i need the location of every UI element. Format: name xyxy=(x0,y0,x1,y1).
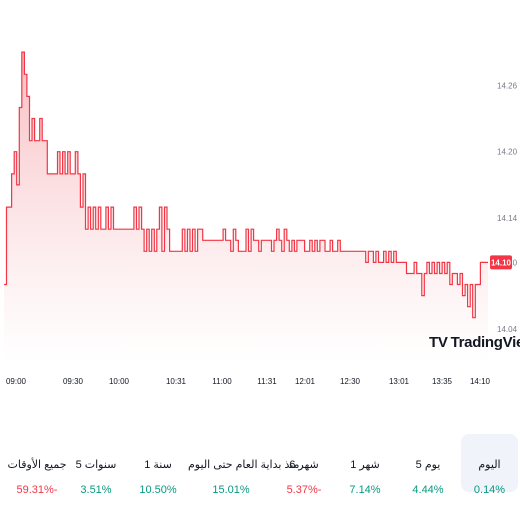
period-6-month[interactable]: 6 شهر 5.37%- xyxy=(278,434,330,496)
period-label: جميع الأوقات xyxy=(7,459,67,471)
period-1-year[interactable]: 1 سنة 10.50% xyxy=(133,434,183,496)
x-tick-label: 12:01 xyxy=(295,377,316,386)
period-label: 6 شهر xyxy=(289,459,319,471)
period-change: 15.01% xyxy=(212,484,250,496)
period-label: 1 شهر xyxy=(350,459,380,471)
period-label: 1 سنة xyxy=(144,459,172,471)
x-tick-label: 14:10 xyxy=(470,377,491,386)
x-tick-label: 10:31 xyxy=(166,377,187,386)
y-tick-label: 14.04 xyxy=(497,325,518,334)
tradingview-wordmark: TradingView xyxy=(450,334,520,351)
tradingview-watermark[interactable]: TV TradingView xyxy=(429,334,520,351)
period-1-month[interactable]: 1 شهر 7.14% xyxy=(340,434,390,496)
period-today[interactable]: اليوم 0.14% xyxy=(461,434,518,496)
price-chart[interactable]: 14.04 14.10 14.14 14.20 14.26 09:00 09:30 10:0… xyxy=(0,0,520,400)
period-all-time[interactable]: جميع الأوقات 59.31%- xyxy=(6,434,68,496)
x-tick-label: 13:35 xyxy=(432,377,453,386)
price-series-line xyxy=(4,51,488,319)
period-change: 3.51% xyxy=(80,484,112,496)
x-tick-label: 09:00 xyxy=(6,377,27,386)
period-performance-bar: اليوم 0.14% 5 يوم 4.44% 1 شهر 7.14% 6 شه… xyxy=(0,434,520,520)
period-5-day[interactable]: 5 يوم 4.44% xyxy=(403,434,453,496)
period-change: 7.14% xyxy=(349,484,381,496)
period-5-year[interactable]: 5 سنوات 3.51% xyxy=(70,434,122,496)
price-area-fill xyxy=(4,52,488,362)
price-area xyxy=(4,52,488,362)
price-line xyxy=(4,51,488,319)
period-change: 0.14% xyxy=(473,484,506,496)
period-change: 10.50% xyxy=(139,484,177,496)
x-tick-label: 11:00 xyxy=(212,377,232,386)
period-label: 5 سنوات xyxy=(75,459,117,471)
period-change: 5.37%- xyxy=(286,484,322,496)
y-tick-label: 14.26 xyxy=(497,81,518,90)
last-price-tag: 14.10 xyxy=(490,255,512,270)
x-axis: 09:00 09:30 10:00 10:31 11:00 11:31 12:01 12:30… xyxy=(6,377,491,386)
last-price-box xyxy=(490,255,512,270)
period-change: 4.44% xyxy=(412,484,444,496)
x-tick-label: 10:00 xyxy=(109,377,130,386)
x-tick-label: 13:01 xyxy=(389,377,410,386)
period-label: 5 يوم xyxy=(415,459,441,471)
tradingview-logo-icon: TV xyxy=(429,334,448,351)
x-tick-label: 09:30 xyxy=(63,377,84,386)
period-ytd[interactable]: منذ بداية العام حتى اليوم 15.01% xyxy=(188,434,300,496)
y-tick-label: 14.20 xyxy=(497,148,518,157)
period-label: منذ بداية العام حتى اليوم xyxy=(188,459,300,471)
period-change: 59.31%- xyxy=(16,484,58,496)
x-tick-label: 12:30 xyxy=(340,377,361,386)
y-tick-label: 14.14 xyxy=(497,214,518,223)
last-price-label: 14.10 xyxy=(491,258,512,267)
period-label: اليوم xyxy=(478,459,501,471)
x-tick-label: 11:31 xyxy=(257,377,277,386)
